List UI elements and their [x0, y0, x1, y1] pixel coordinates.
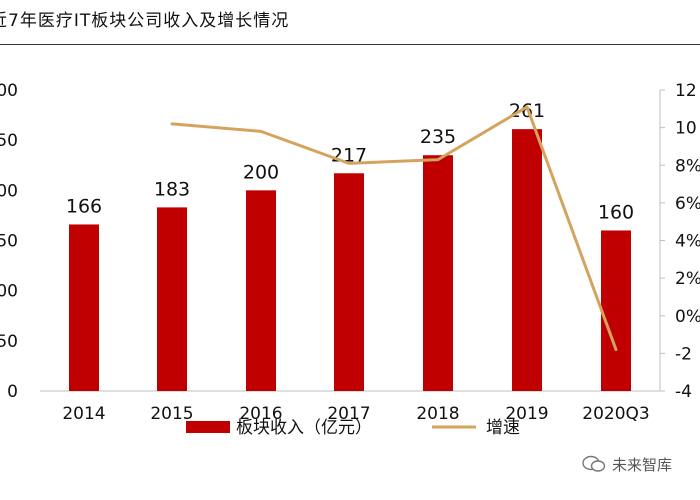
bar-data-label: 160	[598, 201, 634, 223]
bar	[512, 129, 542, 391]
right-tick-label: -4	[675, 382, 692, 402]
bar	[423, 155, 453, 391]
watermark: 未来智库	[582, 454, 672, 477]
bar-data-label: 183	[154, 178, 190, 200]
chart-title: 近7年医疗IT板块公司收入及增长情况	[0, 11, 290, 31]
x-tick-label: 2019	[505, 404, 548, 424]
x-axis-ticks: 2014 2015 2016 2017 2018 2019 2020Q3	[62, 404, 649, 424]
right-tick-label: 8%	[675, 156, 700, 176]
x-tick-label: 2020Q3	[582, 404, 649, 424]
left-tick-label: 00	[0, 81, 18, 101]
right-tick-label: 6%	[675, 194, 700, 214]
bar	[334, 173, 364, 391]
bar	[246, 190, 276, 391]
right-tick-label: 4%	[675, 232, 700, 252]
legend-bar-swatch	[186, 421, 230, 433]
right-tick-label: 10	[675, 119, 697, 139]
right-tick-label: 0%	[675, 307, 700, 327]
right-axis-ticks: -4 -2 0% 2% 4% 6% 8% 10 12	[660, 81, 700, 402]
left-tick-label: 00	[0, 282, 18, 302]
x-tick-label: 2018	[416, 404, 459, 424]
bar	[69, 224, 99, 391]
watermark-text: 未来智库	[612, 456, 673, 474]
left-tick-label: 50	[0, 131, 18, 151]
bar	[157, 207, 187, 391]
left-tick-label: 00	[0, 181, 18, 201]
bar-series	[69, 129, 631, 391]
bar-data-label: 235	[420, 126, 456, 148]
x-tick-label: 2017	[327, 404, 370, 424]
wechat-icon	[582, 455, 606, 477]
bar-data-label: 166	[66, 195, 102, 217]
right-tick-label: 2%	[675, 269, 700, 289]
left-tick-label: 0	[7, 382, 18, 402]
legend: 板块收入（亿元） 增速	[186, 418, 520, 438]
x-tick-label: 2014	[62, 404, 105, 424]
legend-line-label: 增速	[486, 418, 520, 438]
left-axis-ticks: 0 50 00 50 00 50 00	[0, 81, 18, 402]
left-tick-label: 50	[0, 232, 18, 252]
title-divider	[0, 44, 700, 45]
legend-bar-label: 板块收入（亿元）	[236, 418, 372, 438]
bar-data-label: 200	[243, 161, 279, 183]
x-tick-label: 2016	[239, 404, 282, 424]
x-tick-label: 2015	[150, 404, 193, 424]
right-tick-label: 12	[675, 81, 697, 101]
bar	[601, 230, 631, 391]
growth-line	[170, 105, 618, 352]
left-tick-label: 50	[0, 332, 18, 352]
right-tick-label: -2	[675, 344, 692, 364]
